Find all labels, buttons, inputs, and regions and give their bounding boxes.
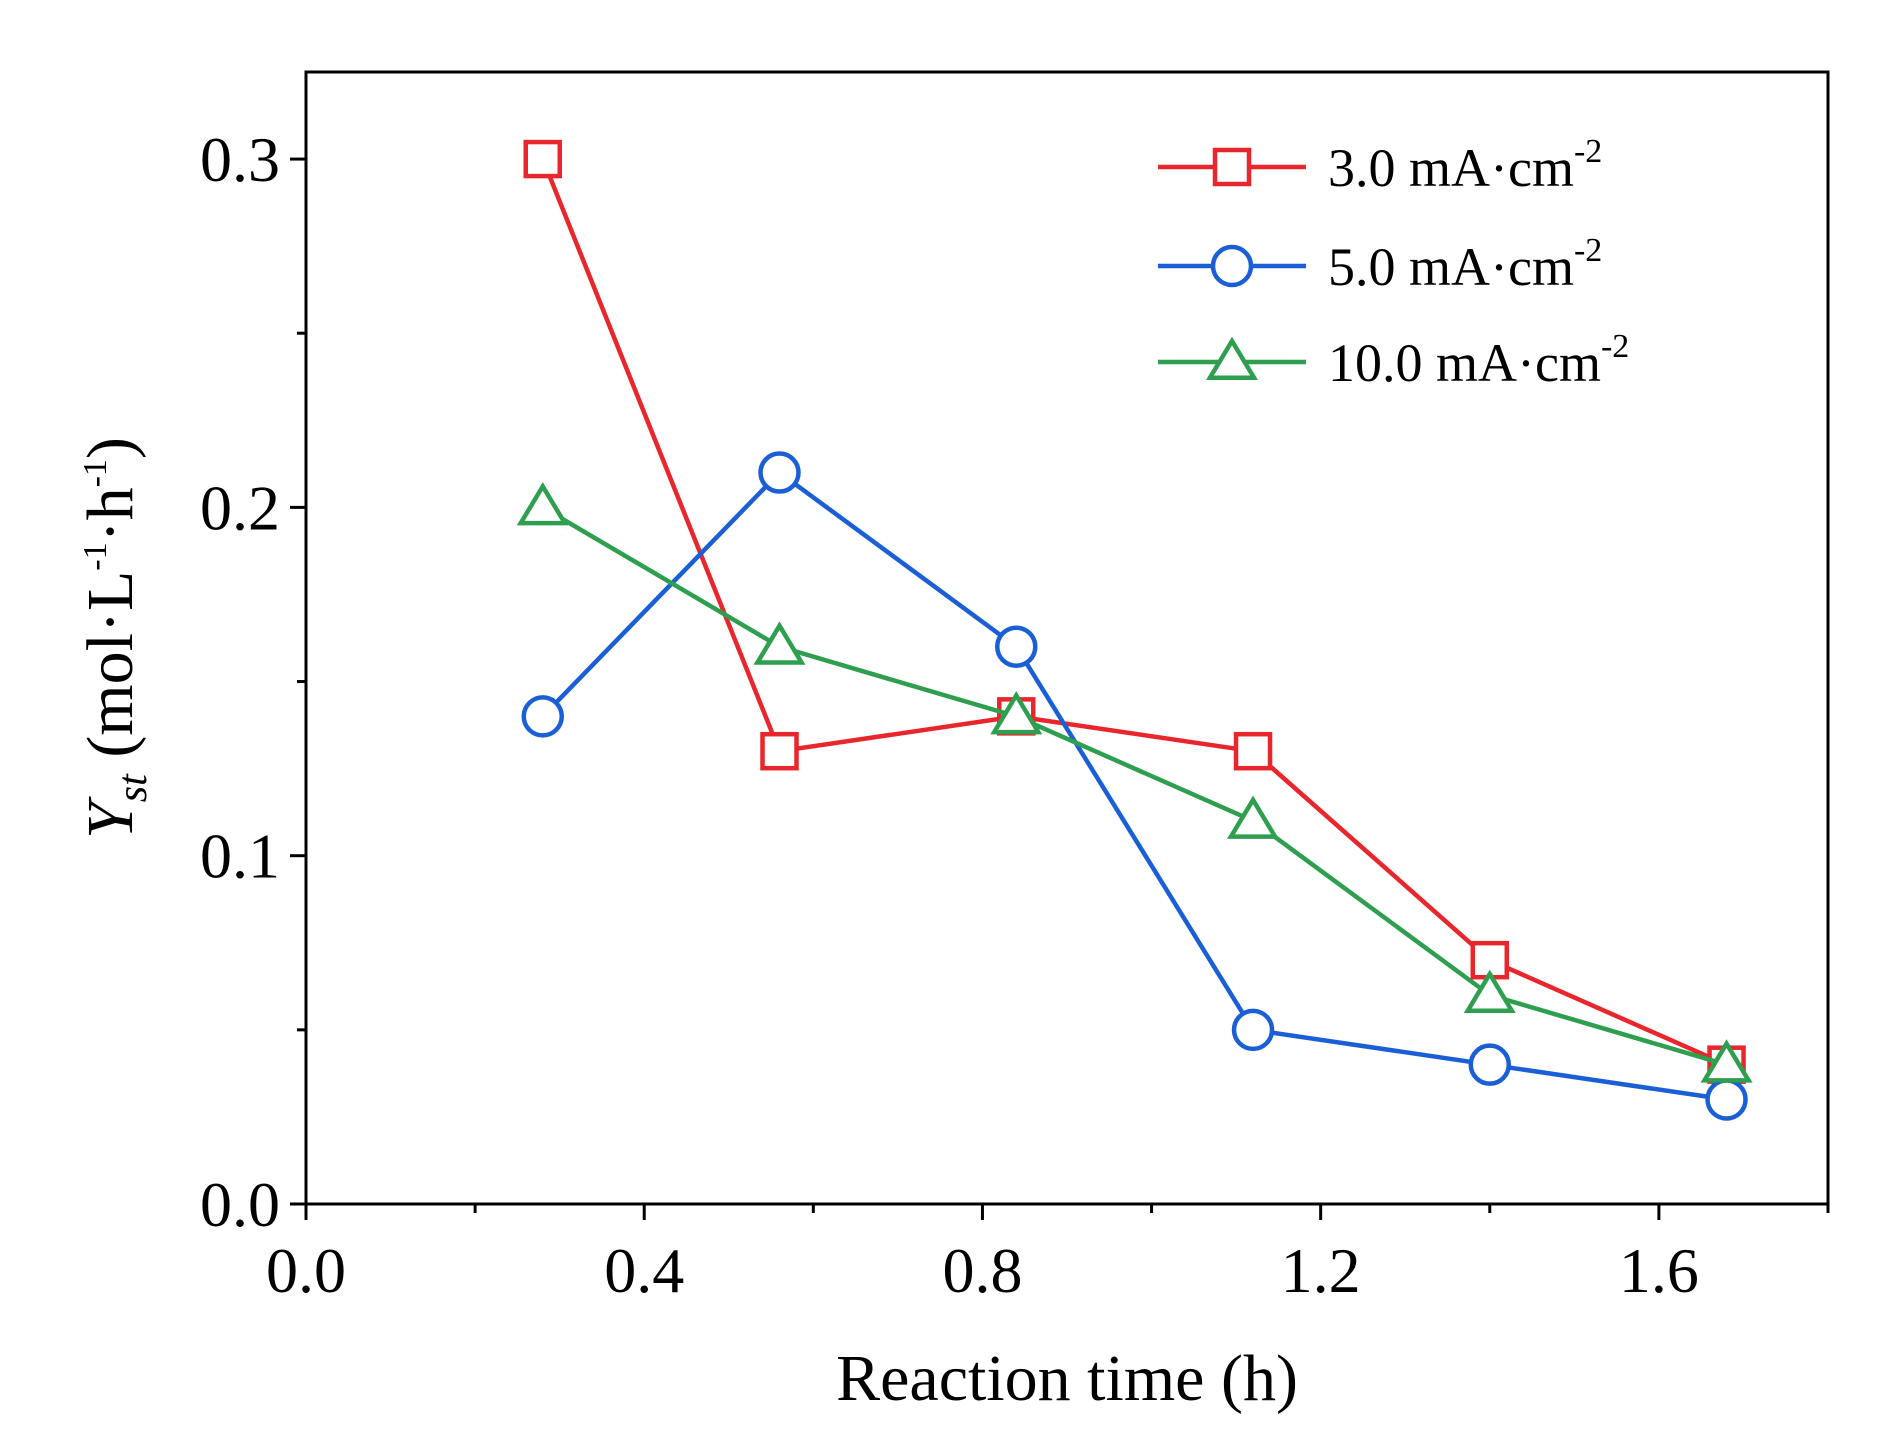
legend-entry-triangle: 10.0 mA·cm-2 xyxy=(1158,328,1629,393)
legend-label: 5.0 mA·cm-2 xyxy=(1328,232,1602,297)
series-circle xyxy=(521,451,1748,1121)
legend-label: 3.0 mA·cm-2 xyxy=(1328,133,1602,198)
y-axis-unit-close: ) xyxy=(74,437,147,459)
data-point-square xyxy=(1233,731,1273,771)
legend-label-main: 10.0 mA·cm xyxy=(1328,333,1601,393)
data-point-circle xyxy=(758,451,801,494)
data-point-circle xyxy=(1231,1008,1275,1052)
legend-label-main: 5.0 mA·cm xyxy=(1328,237,1574,297)
plot-frame xyxy=(304,70,1830,1206)
y-tick-label: 0.2 xyxy=(200,472,280,543)
data-point-triangle xyxy=(1463,969,1516,1014)
data-point-triangle xyxy=(1226,795,1280,839)
data-point-square xyxy=(523,139,563,179)
data-point-triangle xyxy=(516,482,569,526)
series-layer xyxy=(516,139,1753,1121)
series-line-circle xyxy=(541,469,1727,1102)
x-tick-label: 1.6 xyxy=(1619,1235,1699,1306)
y-tick-label: 0.1 xyxy=(200,821,280,892)
x-tick-label: 1.2 xyxy=(1281,1235,1361,1306)
y-axis-unit-mid: ·h xyxy=(74,487,147,542)
legend-marker-triangle xyxy=(1205,336,1259,380)
series-triangle xyxy=(516,482,1753,1083)
legend-label-main: 3.0 mA·cm xyxy=(1328,138,1574,198)
series-line-square xyxy=(540,158,1728,1067)
x-tick-label: 0.8 xyxy=(942,1235,1022,1306)
data-point-circle xyxy=(995,625,1038,668)
x-tick-label: 0.4 xyxy=(604,1235,684,1306)
y-axis-subscript: st xyxy=(110,773,156,802)
legend-label-sup: -2 xyxy=(1574,133,1602,170)
legend-entry-square: 3.0 mA·cm-2 xyxy=(1158,133,1602,198)
legend-entry-circle: 5.0 mA·cm-2 xyxy=(1158,232,1602,297)
legend-marker-circle xyxy=(1210,244,1254,288)
legend-label-sup: -2 xyxy=(1574,232,1602,269)
y-tick-label: 0.0 xyxy=(200,1169,280,1240)
y-axis-unit-open: (mol·L xyxy=(74,571,147,774)
data-point-triangle xyxy=(990,690,1043,735)
x-tick-label: 0.0 xyxy=(266,1235,346,1306)
y-axis-unit-sup2: -1 xyxy=(77,459,114,487)
y-axis-title: Yst (mol·L-1·h-1) xyxy=(74,437,156,839)
data-point-square xyxy=(760,731,799,771)
data-point-triangle xyxy=(1700,1039,1753,1083)
series-line-triangle xyxy=(541,505,1728,1067)
y-axis-unit-sup1: -1 xyxy=(77,542,114,570)
legend-label: 10.0 mA·cm-2 xyxy=(1328,328,1629,393)
x-axis-title: Reaction time (h) xyxy=(836,1342,1298,1415)
y-axis-symbol: Y xyxy=(74,796,147,839)
data-point-triangle xyxy=(753,621,806,665)
legend-marker-square xyxy=(1212,147,1252,187)
legend-label-sup: -2 xyxy=(1601,328,1629,365)
data-point-circle xyxy=(1468,1043,1512,1086)
legend: 3.0 mA·cm-25.0 mA·cm-210.0 mA·cm-2 xyxy=(1158,133,1629,393)
data-point-circle xyxy=(1705,1078,1748,1121)
y-tick-label: 0.3 xyxy=(200,124,280,195)
data-point-circle xyxy=(521,695,565,738)
axis-ticks: 0.0 0.4 0.8 1.2 1.6 0.0 0.1 0.2 0.3 xyxy=(200,124,1830,1306)
